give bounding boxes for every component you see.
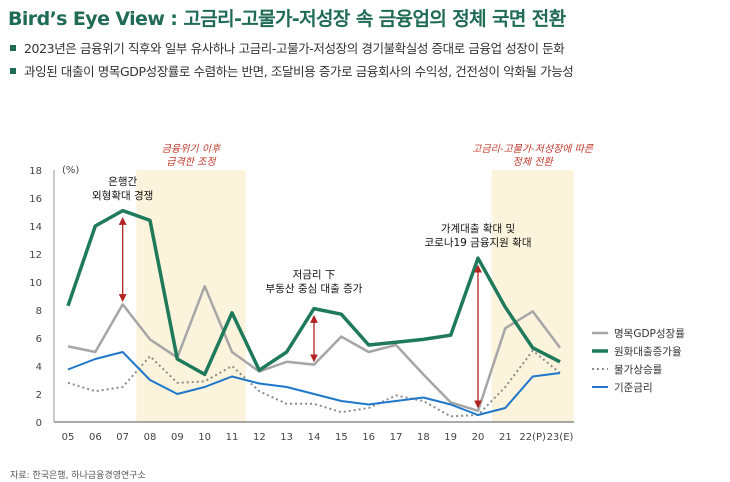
y-tick-label: 12 (29, 250, 42, 261)
x-tick-label: 19 (444, 432, 457, 443)
shaded-region-label: 정체 전환 (513, 156, 555, 168)
x-tick-label: 09 (171, 432, 184, 443)
bullet-item: 2023년은 금융위기 직후와 일부 유사하나 고금리-고물가-저성장의 경기불… (10, 38, 573, 61)
series-line-gdp (67, 284, 562, 413)
x-tick-label: 20 (472, 432, 485, 443)
x-tick-label: 15 (335, 432, 348, 443)
bullet-list: 2023년은 금융위기 직후와 일부 유사하나 고금리-고물가-저성장의 경기불… (10, 38, 574, 84)
legend-label: 기준금리 (614, 382, 653, 394)
y-tick-label: 6 (36, 334, 42, 345)
y-tick-label: 4 (36, 362, 42, 373)
annotation-text: 은행간 (108, 176, 137, 188)
series-line-loan (66, 208, 561, 377)
x-tick-label: 21 (499, 432, 512, 443)
legend-label: 명목GDP성장률 (614, 328, 685, 340)
bullet-item: 과잉된 대출이 명목GDP성장률로 수렴하는 반면, 조달비용 증가로 금융회사… (10, 61, 574, 84)
x-tick-label: 06 (89, 432, 102, 443)
x-tick-label: 18 (417, 432, 430, 443)
annotation-text: 코로나19 금융지원 확대 (425, 236, 532, 249)
annotation-text: 저금리 下 (293, 269, 336, 281)
x-tick-label: 13 (280, 432, 293, 443)
bullet-square-icon (10, 68, 16, 74)
bullet-text: 과잉된 대출이 명목GDP성장률로 수렴하는 반면, 조달비용 증가로 금융회사… (24, 64, 574, 79)
shaded-region (491, 170, 574, 422)
y-tick-label: 2 (36, 390, 42, 401)
annotation-text: 가계대출 확대 및 (441, 222, 515, 235)
page-title: Bird’s Eye View : 고금리-고물가-저성장 속 금융업의 정체 … (8, 8, 566, 30)
x-tick-label: 12 (253, 432, 266, 443)
shaded-region-label: 금융위기 이후 (162, 143, 222, 155)
x-tick-label: 11 (226, 432, 239, 443)
y-axis-unit: (%) (62, 165, 79, 176)
x-tick-label: 05 (62, 432, 75, 443)
annotation-text: 부동산 중심 대출 증가 (266, 283, 363, 295)
bullet-text: 2023년은 금융위기 직후와 일부 유사하나 고금리-고물가-저성장의 경기불… (24, 41, 565, 56)
x-tick-label: 14 (308, 432, 321, 443)
legend-label: 물가상승률 (614, 364, 663, 376)
x-tick-label: 16 (362, 432, 375, 443)
shaded-region-label: 고금리-고물가-저성장에 따른 (472, 143, 594, 155)
x-tick-label: 22(P) (519, 432, 546, 443)
y-tick-label: 10 (29, 278, 42, 289)
y-tick-label: 0 (36, 418, 42, 429)
x-tick-label: 23(E) (547, 432, 574, 443)
x-tick-label: 08 (144, 432, 157, 443)
shaded-region (136, 170, 246, 422)
x-tick-label: 17 (390, 432, 403, 443)
y-tick-label: 16 (29, 194, 42, 205)
source-note: 자료: 한국은행, 하나금융경영연구소 (10, 471, 146, 481)
legend-label: 원화대출증가율 (614, 346, 682, 358)
y-tick-label: 14 (29, 222, 42, 233)
shaded-region-label: 급격한 조정 (166, 156, 217, 168)
bullet-square-icon (10, 45, 16, 51)
x-tick-label: 07 (116, 432, 129, 443)
y-tick-label: 8 (36, 306, 42, 317)
series-line-rate (67, 351, 561, 416)
x-tick-label: 10 (198, 432, 211, 443)
annotation-text: 외형확대 경쟁 (92, 189, 153, 202)
y-tick-label: 18 (29, 166, 42, 177)
